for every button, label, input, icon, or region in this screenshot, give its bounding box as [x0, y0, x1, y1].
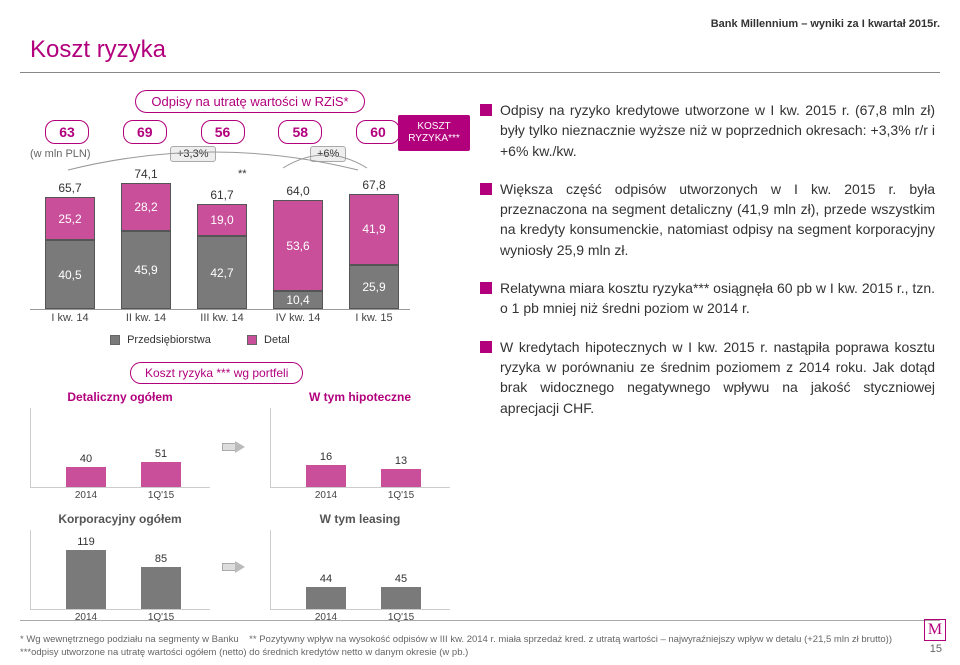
bullet-text: Większa część odpisów utworzonych w I kw…: [500, 179, 935, 260]
main-chart: Odpisy na utratę wartości w RZiS* 63 69 …: [30, 90, 460, 330]
x-axis-label: I kw. 15: [339, 312, 409, 324]
x-axis-label: IV kw. 14: [263, 312, 333, 324]
mini-bar: [306, 587, 346, 609]
title-divider: [20, 72, 940, 73]
left-column: Odpisy na utratę wartości w RZiS* 63 69 …: [30, 90, 460, 330]
x-axis-label: II kw. 14: [111, 312, 181, 324]
mini-x-label: 2014: [306, 490, 346, 501]
risk-cost-badge-text: KOSZT RYZYKA***: [408, 121, 460, 144]
mini-chart-title: W tym hipoteczne: [270, 390, 450, 404]
arrow-icon: [222, 440, 244, 454]
totals-row: 63 69 56 58 60: [45, 120, 400, 144]
mini-x-label: 1Q'15: [141, 490, 181, 501]
arrow-icon: [222, 560, 244, 574]
mini-bar: [381, 587, 421, 610]
total-pill: 69: [123, 120, 167, 144]
total-pill: 56: [201, 120, 245, 144]
bar-corp-value: 25,9: [349, 280, 399, 294]
chart-legend: Przedsiębiorstwa Detal: [110, 334, 290, 346]
mini-x-label: 2014: [66, 612, 106, 623]
portfolio-title-label: Koszt ryzyka *** wg portfeli: [130, 362, 303, 384]
legend-swatch-corp: [110, 335, 120, 345]
bar-corp-value: 42,7: [197, 266, 247, 280]
double-star: **: [238, 168, 247, 180]
mini-bar: [141, 567, 181, 610]
brand-logo: M: [924, 619, 946, 641]
legend-label-retail: Detal: [264, 334, 290, 346]
bar-retail-value: 41,9: [349, 222, 399, 236]
mini-chart-area: 442014451Q'15: [270, 530, 450, 610]
mini-bar-value: 51: [141, 448, 181, 460]
total-pill: 58: [278, 120, 322, 144]
bar-retail-value: 19,0: [197, 213, 247, 227]
bullet-text: W kredytach hipotecznych w I kw. 2015 r.…: [500, 337, 935, 418]
bullet-icon: [480, 341, 492, 353]
mini-charts-grid: Detaliczny ogółem402014511Q'15W tym hipo…: [30, 390, 450, 622]
risk-cost-badge: KOSZT RYZYKA***: [398, 115, 470, 151]
mini-bar-value: 45: [381, 573, 421, 585]
bars-host: 65,7 25,2 40,5 74,1 28,2 45,9 61,7 19,0 42,7 64,0…: [30, 150, 410, 310]
mini-x-label: 2014: [306, 612, 346, 623]
bullet-text: Odpisy na ryzyko kredytowe utworzone w I…: [500, 100, 935, 161]
total-pill: 60: [356, 120, 400, 144]
footnote: * Wg wewnętrznego podziału na segmenty w…: [20, 634, 910, 659]
chart-title-pill: Odpisy na utratę wartości w RZiS*: [135, 90, 365, 113]
bar-corp-value: 10,4: [273, 293, 323, 307]
total-pill: 63: [45, 120, 89, 144]
mini-chart-area: 162014131Q'15: [270, 408, 450, 488]
mini-bar-value: 119: [66, 536, 106, 548]
mini-chart-title: Korporacyjny ogółem: [30, 512, 210, 526]
bar-corp-value: 45,9: [121, 263, 171, 277]
right-column: Odpisy na ryzyko kredytowe utworzone w I…: [480, 100, 935, 436]
bar-retail-value: 28,2: [121, 200, 171, 214]
mini-chart-title: W tym leasing: [270, 512, 450, 526]
bullet-text: Relatywna miara kosztu ryzyka*** osiągnę…: [500, 278, 935, 319]
bar-top-label: 64,0: [273, 184, 323, 198]
mini-bar-value: 16: [306, 451, 346, 463]
mini-x-label: 2014: [66, 490, 106, 501]
bar-top-label: 74,1: [121, 167, 171, 181]
bullet-item: Odpisy na ryzyko kredytowe utworzone w I…: [480, 100, 935, 161]
bar-top-label: 67,8: [349, 178, 399, 192]
x-axis-label: I kw. 14: [35, 312, 105, 324]
mini-bar-value: 13: [381, 455, 421, 467]
bar-corp-value: 40,5: [45, 268, 95, 282]
bullet-item: W kredytach hipotecznych w I kw. 2015 r.…: [480, 337, 935, 418]
legend-label-corp: Przedsiębiorstwa: [127, 334, 211, 346]
bar-retail-value: 53,6: [273, 239, 323, 253]
mini-bar: [66, 550, 106, 610]
bullet-icon: [480, 104, 492, 116]
mini-bar: [381, 469, 421, 487]
mini-chart: Detaliczny ogółem402014511Q'15: [30, 390, 210, 500]
mini-x-label: 1Q'15: [141, 612, 181, 623]
footer-divider: [20, 620, 940, 621]
mini-bar: [66, 467, 106, 487]
mini-bar-value: 44: [306, 573, 346, 585]
mini-x-label: 1Q'15: [381, 612, 421, 623]
bullet-icon: [480, 183, 492, 195]
mini-chart-title: Detaliczny ogółem: [30, 390, 210, 404]
mini-x-label: 1Q'15: [381, 490, 421, 501]
mini-chart: W tym leasing442014451Q'15: [270, 512, 450, 622]
mini-chart-area: 1192014851Q'15: [30, 530, 210, 610]
mini-chart: W tym hipoteczne162014131Q'15: [270, 390, 450, 500]
portfolio-title-pill: Koszt ryzyka *** wg portfeli: [130, 362, 303, 384]
bullet-item: Relatywna miara kosztu ryzyka*** osiągnę…: [480, 278, 935, 319]
legend-swatch-retail: [247, 335, 257, 345]
bullet-icon: [480, 282, 492, 294]
mini-bar: [141, 462, 181, 488]
bar-top-label: 61,7: [197, 188, 247, 202]
mini-chart-area: 402014511Q'15: [30, 408, 210, 488]
mini-bar-value: 85: [141, 553, 181, 565]
page-number: 15: [930, 643, 942, 655]
bullet-item: Większa część odpisów utworzonych w I kw…: [480, 179, 935, 260]
header-brand-line: Bank Millennium – wyniki za I kwartał 20…: [711, 18, 940, 30]
mini-bar: [306, 465, 346, 487]
x-axis-label: III kw. 14: [187, 312, 257, 324]
mini-chart: Korporacyjny ogółem1192014851Q'15: [30, 512, 210, 622]
page-title: Koszt ryzyka: [30, 36, 166, 64]
bar-top-label: 65,7: [45, 181, 95, 195]
mini-bar-value: 40: [66, 453, 106, 465]
bar-retail-value: 25,2: [45, 212, 95, 226]
